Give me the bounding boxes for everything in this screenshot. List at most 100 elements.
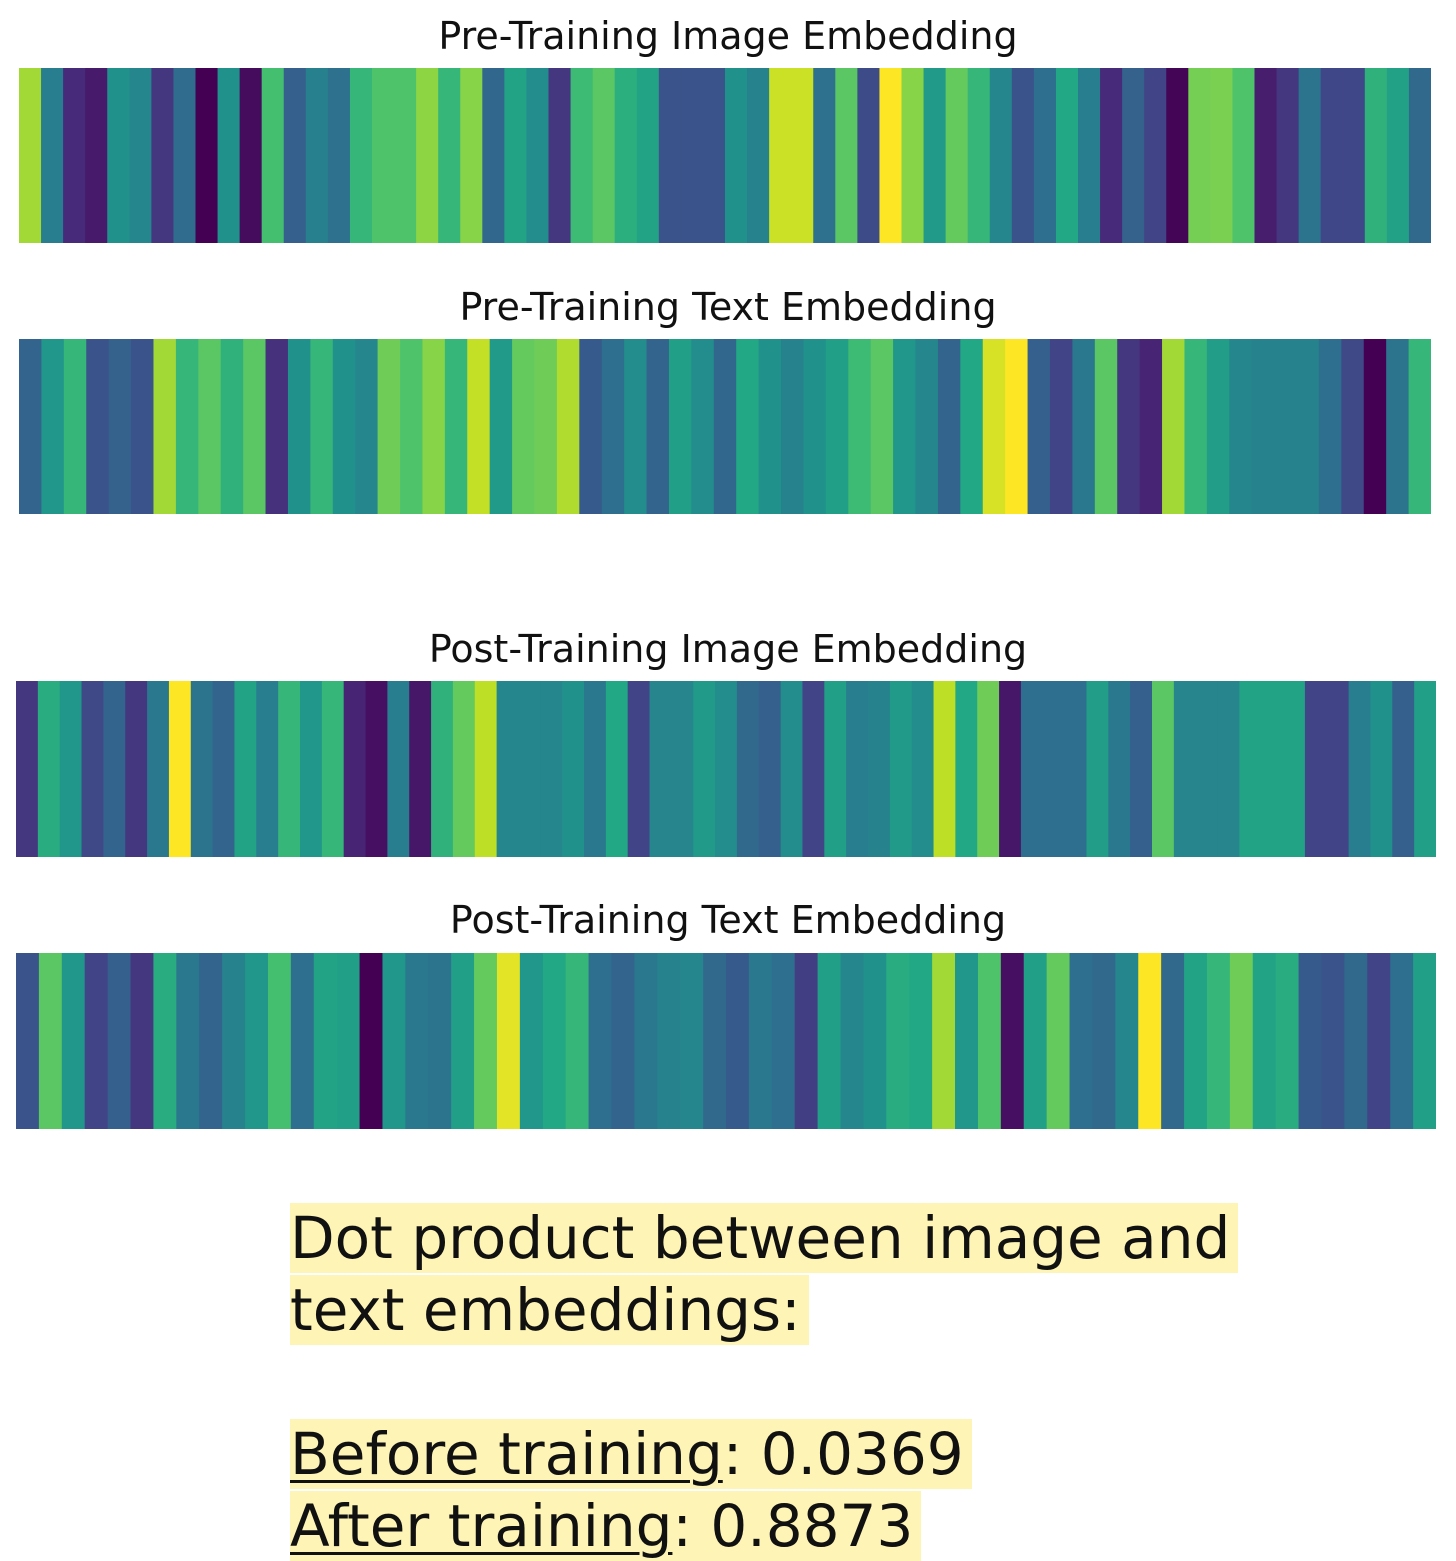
embedding-cell <box>848 339 872 514</box>
embedding-cell <box>542 953 567 1129</box>
embedding-cell <box>1341 339 1365 514</box>
embedding-cell <box>671 681 694 857</box>
embedding-cell <box>923 68 947 243</box>
embedding-cell <box>1210 68 1234 243</box>
embedding-cell <box>611 953 635 1129</box>
embedding-cell <box>932 953 956 1129</box>
embedding-cell <box>658 68 682 243</box>
embedding-cell <box>103 681 126 857</box>
embedding-cell <box>1130 681 1153 857</box>
embedding-cell <box>84 953 109 1129</box>
embedding-cell <box>1173 681 1197 857</box>
before-training-label: Before training <box>290 1420 723 1488</box>
embedding-cell <box>955 953 979 1129</box>
embedding-cell <box>565 953 590 1129</box>
embedding-cell <box>769 68 792 243</box>
embedding-cell <box>220 339 244 514</box>
embedding-cell <box>771 953 796 1129</box>
embedding-cell <box>747 68 770 243</box>
embedding-cell <box>1152 681 1175 857</box>
embedding-cell <box>332 339 356 514</box>
embedding-cell <box>16 953 40 1129</box>
embedding-cell <box>1011 68 1035 243</box>
post-image-embedding-strip <box>16 681 1436 857</box>
embedding-cell <box>835 68 858 243</box>
embedding-cell <box>287 339 311 514</box>
embedding-cell <box>245 953 269 1129</box>
embedding-cell <box>400 339 424 514</box>
embedding-cell <box>1072 339 1096 514</box>
embedding-cell <box>1342 68 1366 243</box>
embedding-cell <box>870 339 894 514</box>
embedding-cell <box>63 68 86 243</box>
embedding-cell <box>1390 953 1414 1129</box>
embedding-cell <box>977 953 1002 1129</box>
embedding-cell <box>372 68 395 243</box>
embedding-cell <box>444 339 468 514</box>
embedding-cell <box>1064 681 1088 857</box>
embedding-cell <box>265 339 289 514</box>
embedding-cell <box>1033 68 1057 243</box>
embedding-cell <box>584 681 607 857</box>
embedding-cell <box>451 953 475 1129</box>
embedding-cell <box>81 681 104 857</box>
embedding-cell <box>355 339 379 514</box>
embedding-cell <box>1122 68 1145 243</box>
embedding-cell <box>1069 953 1094 1129</box>
embedding-cell <box>290 953 315 1129</box>
embedding-cell <box>889 681 913 857</box>
pre-image-embedding-strip <box>19 68 1431 243</box>
embedding-cell <box>365 681 388 857</box>
embedding-cell <box>1195 681 1219 857</box>
embedding-cell <box>212 681 236 857</box>
embedding-cell <box>1296 339 1320 514</box>
embedding-cell <box>1000 953 1025 1129</box>
embedding-cell <box>313 953 338 1129</box>
embedding-cell <box>16 681 39 857</box>
embedding-cell <box>634 953 658 1129</box>
embedding-cell <box>748 953 773 1129</box>
embedding-cell <box>825 339 849 514</box>
embedding-cell <box>460 68 483 243</box>
embedding-cell <box>1367 953 1391 1129</box>
embedding-cell <box>693 681 716 857</box>
pre-text-embedding-strip <box>19 339 1431 514</box>
embedding-cell <box>239 68 263 243</box>
embedding-cell <box>176 953 200 1129</box>
embedding-cell <box>605 681 629 857</box>
embedding-cell <box>63 339 87 514</box>
embedding-cell <box>982 339 1006 514</box>
embedding-cell <box>1413 953 1436 1129</box>
embedding-cell <box>195 68 219 243</box>
embedding-cell <box>1078 68 1101 243</box>
embedding-cell <box>310 339 334 514</box>
embedding-cell <box>556 339 580 514</box>
embedding-cell <box>879 68 903 243</box>
embedding-cell <box>438 68 461 243</box>
embedding-cell <box>540 681 563 857</box>
embedding-cell <box>107 68 130 243</box>
embedding-cell <box>955 681 978 857</box>
embedding-cell <box>726 953 750 1129</box>
embedding-cell <box>409 681 432 857</box>
before-training-value: : 0.0369 <box>722 1420 964 1488</box>
embedding-cell <box>1254 68 1278 243</box>
embedding-cell <box>482 68 505 243</box>
embedding-cell <box>190 681 214 857</box>
embedding-cell <box>627 681 651 857</box>
embedding-cell <box>1275 953 1300 1129</box>
embedding-cell <box>680 953 704 1129</box>
embedding-cell <box>422 339 446 514</box>
embedding-cell <box>173 68 197 243</box>
embedding-cell <box>222 953 246 1129</box>
embedding-cell <box>1283 681 1306 857</box>
after-training-label: After training <box>290 1492 673 1560</box>
embedding-cell <box>1251 339 1275 514</box>
embedding-cell <box>1108 681 1131 857</box>
note-heading-line1: Dot product between image and <box>290 1203 1239 1273</box>
embedding-cell <box>803 339 827 514</box>
embedding-cell <box>893 339 917 514</box>
embedding-cell <box>588 953 613 1129</box>
embedding-cell <box>526 68 550 243</box>
embedding-cell <box>1055 68 1079 243</box>
